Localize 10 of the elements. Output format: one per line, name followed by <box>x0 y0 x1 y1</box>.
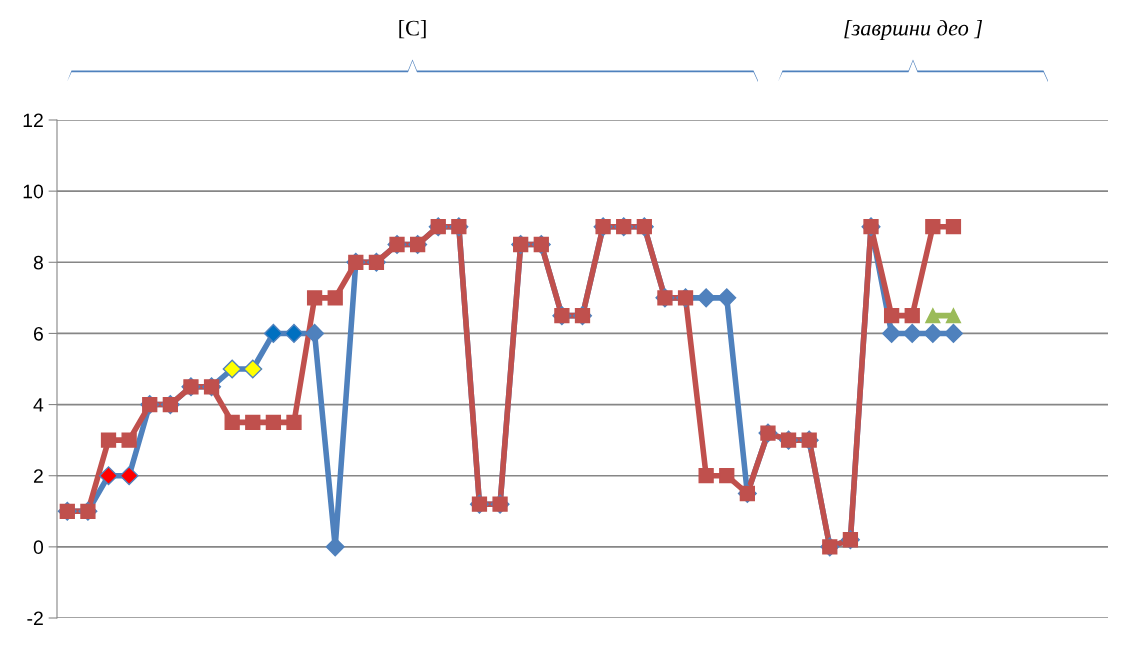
y-tick-label: 0 <box>33 540 44 555</box>
y-tick-label: 4 <box>33 398 44 412</box>
y-tick-label: 2 <box>33 469 43 483</box>
y-tick-label: 12 <box>23 113 43 128</box>
y-tick-label: 8 <box>33 255 43 270</box>
y-tick-label: 10 <box>23 184 44 199</box>
text: [C] <box>399 19 426 39</box>
text: [завршни део ] <box>844 19 983 41</box>
y-tick-label: 6 <box>33 326 43 341</box>
y-tick-label: -2 <box>27 611 43 626</box>
